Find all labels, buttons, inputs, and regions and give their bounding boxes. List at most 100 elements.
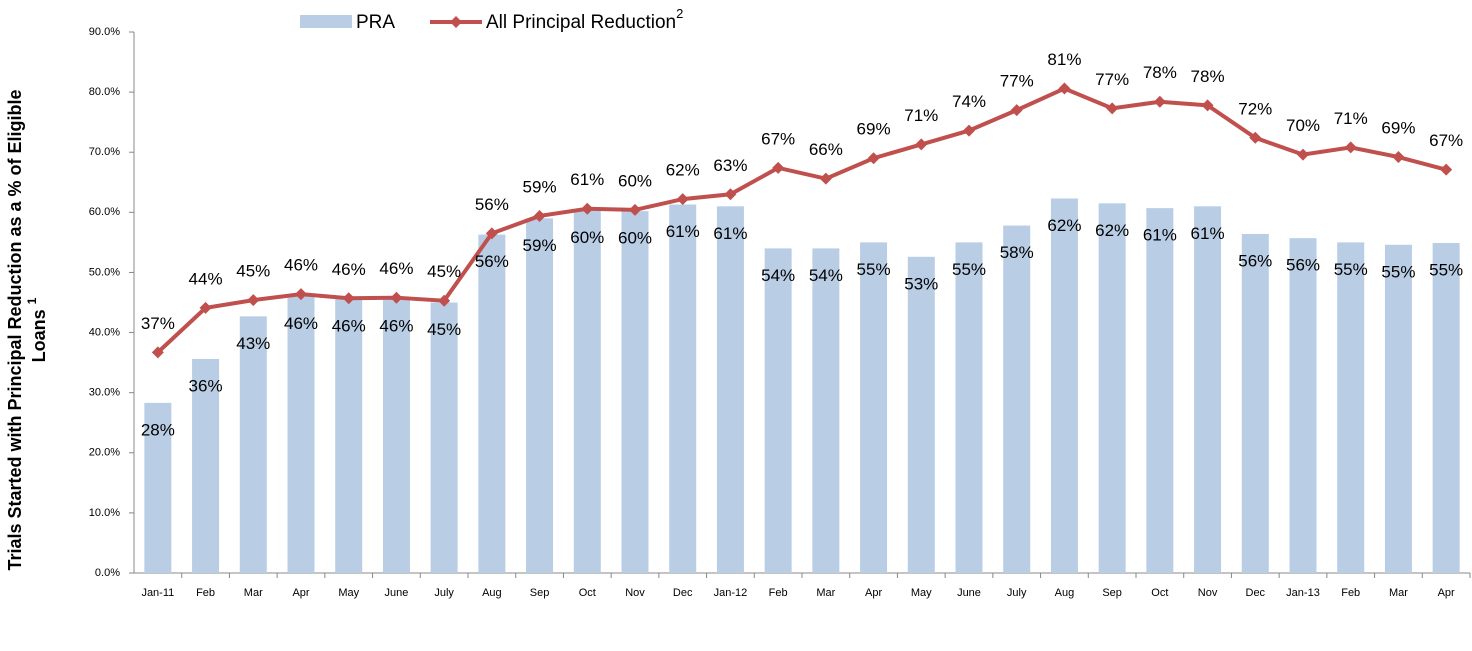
x-tick-label: Jan-12 xyxy=(714,587,748,599)
marker xyxy=(247,294,260,307)
x-tick-label: Aug xyxy=(1055,587,1075,599)
x-tick-label: Oct xyxy=(1151,587,1168,599)
x-tick-label: May xyxy=(338,587,359,599)
data-label: 71% xyxy=(1334,109,1368,128)
y-axis-title-part: Trials Started with Principal Reduction … xyxy=(5,89,25,570)
x-tick-label: Nov xyxy=(1198,587,1218,599)
x-tick-label: Mar xyxy=(244,587,263,599)
y-tick-label: 50.0% xyxy=(89,266,120,278)
marker xyxy=(342,292,355,305)
data-label: 44% xyxy=(189,269,223,288)
data-label: 45% xyxy=(236,262,270,281)
data-label: 67% xyxy=(1429,131,1463,150)
legend-label: PRA xyxy=(356,12,395,33)
legend-note: 2 xyxy=(676,6,683,21)
data-label: 46% xyxy=(332,316,366,335)
data-label: 69% xyxy=(1381,119,1415,138)
marker xyxy=(915,138,928,151)
data-label: 69% xyxy=(857,120,891,139)
data-label: 62% xyxy=(1095,221,1129,240)
x-tick-label: June xyxy=(957,587,981,599)
bar xyxy=(669,204,697,573)
bar xyxy=(764,248,792,573)
x-tick-label: Apr xyxy=(865,587,882,599)
marker xyxy=(676,193,689,206)
x-tick-label: Aug xyxy=(482,587,502,599)
legend-name: PRA xyxy=(356,12,395,33)
y-axis-title-line2: Loans 1 xyxy=(25,297,49,362)
data-label: 61% xyxy=(1143,226,1177,245)
data-label: 62% xyxy=(666,161,700,180)
data-label: 43% xyxy=(236,334,270,353)
data-label: 55% xyxy=(1334,260,1368,279)
marker xyxy=(724,188,737,201)
bar xyxy=(430,302,458,573)
marker xyxy=(1297,148,1309,161)
marker xyxy=(867,152,880,165)
bar xyxy=(1003,225,1031,573)
data-label: 55% xyxy=(857,260,891,279)
x-tick-label: Jan-13 xyxy=(1286,587,1320,599)
marker xyxy=(1106,102,1119,115)
y-tick-label: 70.0% xyxy=(89,146,120,158)
bar xyxy=(239,316,267,573)
bar xyxy=(716,206,744,574)
x-tick-label: Mar xyxy=(816,587,835,599)
x-tick-label: Nov xyxy=(625,587,645,599)
bar xyxy=(1146,208,1174,573)
x-tick-label: Mar xyxy=(1389,587,1408,599)
data-label: 55% xyxy=(1381,262,1415,281)
data-label: 59% xyxy=(523,236,557,255)
bar xyxy=(907,256,935,573)
marker xyxy=(1058,82,1071,95)
bar xyxy=(860,242,888,573)
marker xyxy=(151,346,164,359)
bar xyxy=(1098,203,1126,574)
data-label: 56% xyxy=(1238,251,1272,270)
x-tick-label: Dec xyxy=(1246,587,1266,599)
data-label: 55% xyxy=(1429,260,1463,279)
x-tick-label: Feb xyxy=(196,587,215,599)
y-tick-label: 60.0% xyxy=(89,206,120,218)
bar xyxy=(1050,198,1078,573)
bar xyxy=(1337,242,1365,573)
marker xyxy=(772,161,785,174)
data-label: 61% xyxy=(713,224,747,243)
data-label: 56% xyxy=(475,195,509,214)
y-axis-title-part: Loans xyxy=(29,304,49,362)
bar xyxy=(573,210,601,573)
data-label: 46% xyxy=(379,259,413,278)
x-tick-label: Oct xyxy=(579,587,596,599)
y-tick-label: 0.0% xyxy=(95,567,120,579)
data-label: 56% xyxy=(475,252,509,271)
marker xyxy=(581,202,594,215)
marker xyxy=(1440,163,1453,176)
legend-label: All Principal Reduction2 xyxy=(486,6,683,33)
y-tick-label: 90.0% xyxy=(89,26,120,38)
data-label: 61% xyxy=(1191,224,1225,243)
bar xyxy=(1241,233,1269,573)
data-label: 62% xyxy=(1047,216,1081,235)
data-label: 37% xyxy=(141,314,175,333)
bar xyxy=(1384,244,1412,573)
bar xyxy=(1432,242,1460,574)
data-label: 67% xyxy=(761,129,795,148)
data-label: 60% xyxy=(570,228,604,247)
bar xyxy=(287,296,315,573)
bar xyxy=(144,402,172,573)
y-tick-label: 20.0% xyxy=(89,447,120,459)
data-label: 77% xyxy=(1000,72,1034,91)
marker xyxy=(1010,104,1023,117)
data-label: 56% xyxy=(1286,256,1320,275)
data-label: 28% xyxy=(141,420,175,439)
marker xyxy=(963,124,975,137)
data-label: 54% xyxy=(761,266,795,285)
data-label: 55% xyxy=(952,260,986,279)
marker xyxy=(819,172,832,185)
bar xyxy=(621,211,649,573)
data-label: 66% xyxy=(809,140,843,159)
marker xyxy=(1153,95,1166,108)
data-label: 58% xyxy=(1000,243,1034,262)
data-label: 53% xyxy=(904,274,938,293)
